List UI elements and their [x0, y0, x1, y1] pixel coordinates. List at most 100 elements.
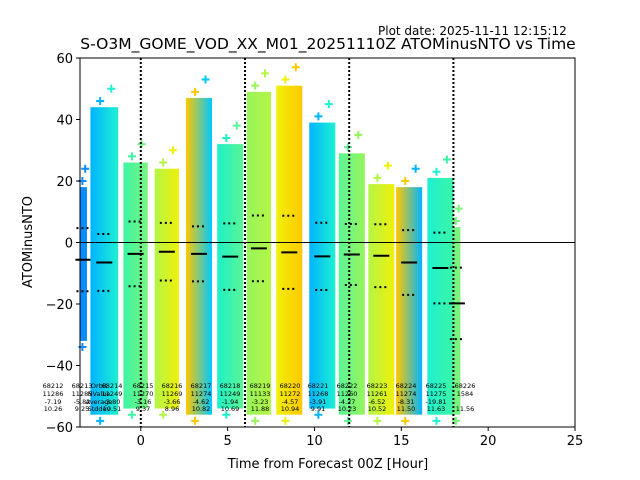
- orbit-nvalue: 11285: [72, 390, 93, 398]
- outlier-point: [314, 410, 323, 419]
- scatter-band: [427, 177, 454, 415]
- orbit-number: 68224: [396, 382, 417, 390]
- outlier-point: [354, 130, 363, 139]
- orbit-average: -5.82: [74, 398, 91, 406]
- orbit-stddev: 10.52: [368, 405, 387, 413]
- plot-date: Plot date: 2025-11-11 12:15:12: [378, 24, 567, 38]
- orbit-average: -3.80: [104, 398, 121, 406]
- outlier-point: [159, 158, 168, 167]
- outlier-point: [222, 410, 231, 419]
- x-tick-label: 10: [306, 434, 323, 449]
- orbit-stddev: 10.94: [281, 405, 300, 413]
- orbit-average: -4.57: [282, 398, 299, 406]
- outlier-point: [96, 416, 105, 425]
- orbit-number: 68213: [72, 382, 93, 390]
- outlier-point: [451, 216, 460, 225]
- orbit-stddev: 10.69: [221, 405, 240, 413]
- orbit-nvalue: 11261: [367, 390, 388, 398]
- outlier-point: [281, 75, 290, 84]
- orbit-nvalue: 11270: [133, 390, 154, 398]
- x-axis-label: Time from Forecast 00Z [Hour]: [227, 457, 429, 472]
- y-axis: 60 40 20 0 −20 −40 −60: [46, 52, 80, 436]
- orbit-stddev: 11.88: [251, 405, 270, 413]
- y-tick-label: 40: [56, 114, 73, 129]
- orbit-average: -3.23: [252, 398, 269, 406]
- outlier-point: [222, 133, 231, 142]
- orbit-nvalue: 11272: [280, 390, 301, 398]
- orbit-nvalue: 11274: [191, 390, 212, 398]
- stat-row-label: Stddev: [88, 405, 111, 413]
- orbit-number: 68216: [162, 382, 183, 390]
- orbit-number: 68225: [426, 382, 447, 390]
- orbit-stddev: 10.26: [44, 405, 63, 413]
- y-tick-label: −60: [46, 421, 73, 436]
- y-axis-label: ATOMinusNTO: [21, 196, 36, 288]
- scatter-band: [276, 85, 303, 415]
- orbit-number: 68214: [102, 382, 123, 390]
- outlier-point: [191, 87, 200, 96]
- y-tick-label: 60: [56, 52, 73, 67]
- orbit-number: 68220: [280, 382, 301, 390]
- outlier-point: [127, 410, 136, 419]
- outlier-point: [159, 410, 168, 419]
- outlier-point: [260, 69, 269, 78]
- scatter-band: [154, 168, 179, 409]
- stat-row-label: Average: [86, 398, 113, 406]
- stat-row-label: Orbit: [91, 382, 108, 390]
- outlier-point: [432, 167, 441, 176]
- outlier-point: [343, 143, 352, 152]
- orbit-stddev: 10.51: [103, 405, 122, 413]
- orbit-number: 68218: [220, 382, 241, 390]
- scatter-band: [217, 144, 244, 409]
- orbit-number: 68219: [250, 382, 271, 390]
- y-tick-label: 0: [65, 237, 73, 252]
- y-tick-label: 20: [56, 175, 73, 190]
- x-tick-label: 0: [137, 434, 145, 449]
- orbit-nvalue: 11133: [250, 390, 271, 398]
- scatter-bands: [75, 63, 465, 425]
- outlier-point: [314, 112, 323, 121]
- orbit-nvalue: 11268: [308, 390, 329, 398]
- outlier-point: [251, 81, 260, 90]
- y-tick-label: −40: [46, 360, 73, 375]
- x-tick-label: 15: [393, 434, 410, 449]
- orbit-average: -3.91: [310, 398, 327, 406]
- outlier-point: [442, 155, 451, 164]
- outlier-point: [454, 204, 463, 213]
- orbit-average: -3.16: [135, 398, 152, 406]
- scatter-band: [453, 227, 461, 415]
- orbit-number: 68212: [43, 382, 64, 390]
- orbit-stddev: 10.82: [192, 405, 211, 413]
- outlier-point: [232, 121, 241, 130]
- outlier-point: [343, 416, 352, 425]
- orbit-number: 68215: [133, 382, 154, 390]
- x-axis: 0 5 10 15 20 25: [137, 427, 583, 449]
- orbit-nvalue: 11286: [43, 390, 64, 398]
- outlier-point: [96, 97, 105, 106]
- chart-title: S-O3M_GOME_VOD_XX_M01_20251110Z ATOMinus…: [80, 35, 575, 54]
- scatter-band: [396, 187, 423, 415]
- outlier-point: [281, 416, 290, 425]
- stat-row-label: NValue: [88, 390, 111, 398]
- outlier-point: [191, 416, 200, 425]
- scatter-band: [309, 122, 336, 409]
- orbit-average: -8.31: [398, 398, 415, 406]
- outlier-point: [432, 416, 441, 425]
- outlier-point: [373, 173, 382, 182]
- y-tick-label: −20: [46, 298, 73, 313]
- orbit-stddev: 11.63: [427, 405, 446, 413]
- orbit-stddev: 11.56: [456, 405, 475, 413]
- outlier-point: [107, 84, 116, 93]
- outlier-point: [168, 146, 177, 155]
- outlier-point: [411, 164, 420, 173]
- outlier-point: [201, 75, 210, 84]
- orbit-stddev: 9.91: [311, 405, 325, 413]
- orbit-stddev: 8.96: [165, 405, 179, 413]
- outlier-point: [383, 161, 392, 170]
- outlier-point: [127, 152, 136, 161]
- orbit-number: 68226: [455, 382, 476, 390]
- orbit-average: -3.66: [164, 398, 181, 406]
- orbit-average: -4.27: [339, 398, 356, 406]
